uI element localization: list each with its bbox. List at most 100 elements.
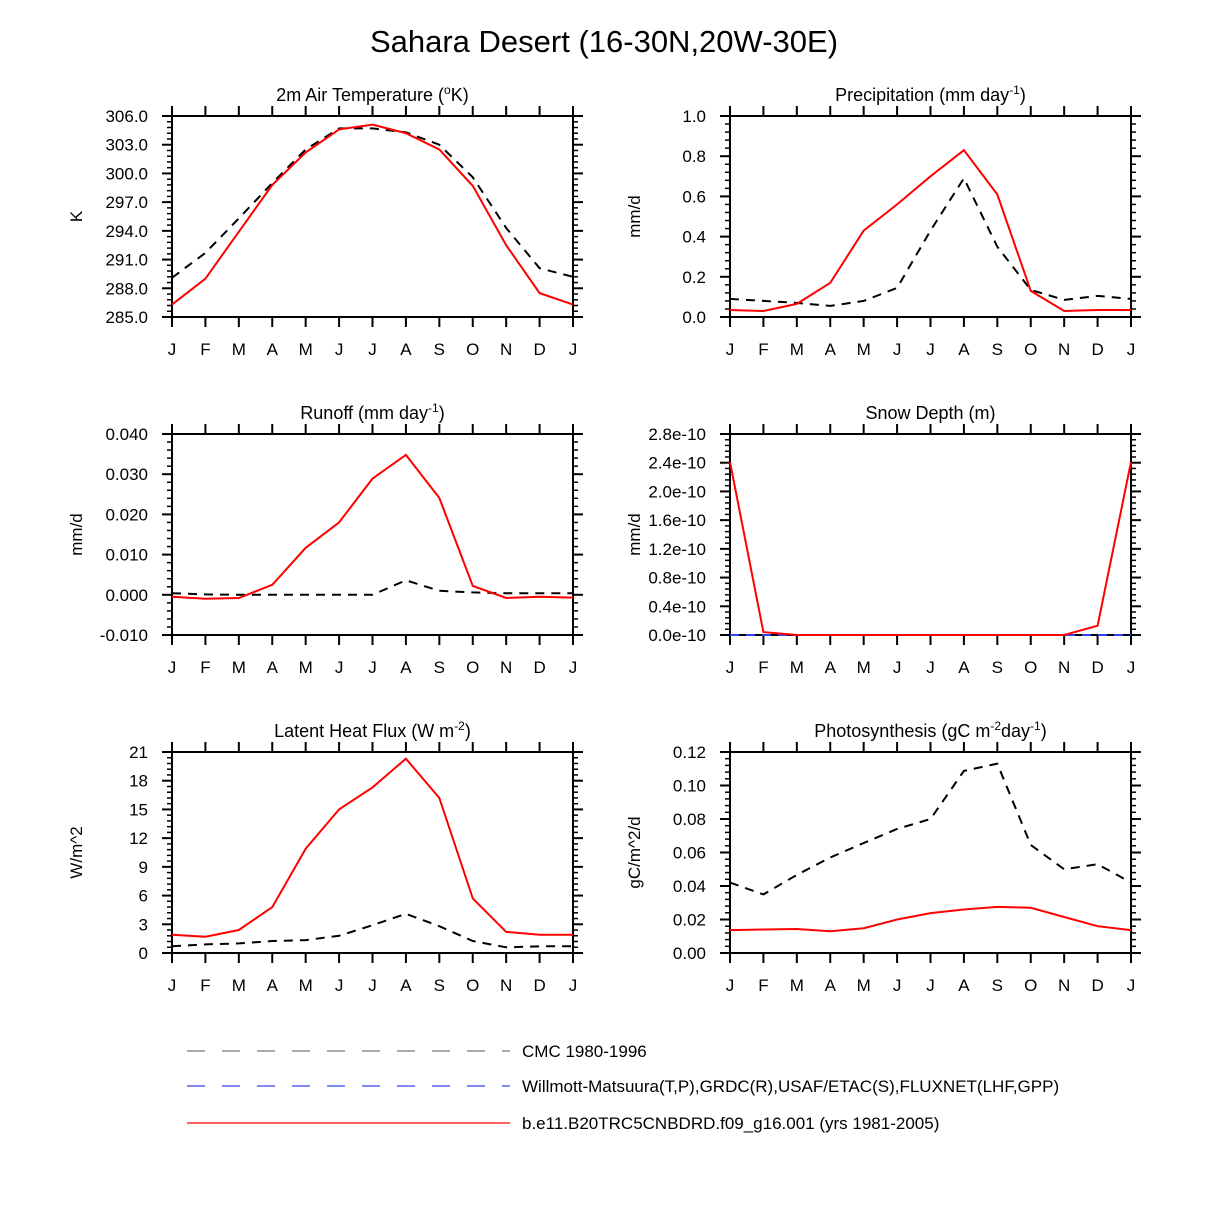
y-tick-label: 3 — [139, 915, 148, 934]
y-tick-label: 2.8e-10 — [648, 425, 706, 444]
y-tick-label: 18 — [129, 772, 148, 791]
y-tick-label: 0.00 — [673, 944, 706, 963]
x-tick-label: M — [299, 658, 313, 677]
y-tick-label: 1.0 — [682, 107, 706, 126]
x-tick-label: F — [200, 658, 210, 677]
x-tick-label: J — [893, 976, 902, 995]
x-tick-label: F — [200, 340, 210, 359]
y-tick-label: 9 — [139, 858, 148, 877]
title-segment: Photosynthesis (gC m — [814, 721, 990, 741]
y-tick-label: 2.0e-10 — [648, 482, 706, 501]
x-tick-label: M — [232, 976, 246, 995]
title-segment: ) — [465, 721, 471, 741]
x-tick-label: A — [958, 658, 970, 677]
y-tick-label: 0.020 — [105, 505, 148, 524]
plot-frame — [729, 433, 1132, 636]
x-tick-label: J — [335, 976, 344, 995]
panel-title: Precipitation (mm day-1) — [835, 83, 1026, 105]
y-tick-label: 15 — [129, 800, 148, 819]
y-tick-label: 0.040 — [105, 425, 148, 444]
x-tick-label: D — [533, 658, 545, 677]
y-tick-label: 1.2e-10 — [648, 540, 706, 559]
x-tick-label: M — [232, 340, 246, 359]
y-tick-label: 0.2 — [682, 268, 706, 287]
series-line-observed — [729, 762, 1132, 896]
title-segment: Runoff (mm day — [300, 403, 428, 423]
y-tick-label: 0.4 — [682, 228, 706, 247]
panel-title: Snow Depth (m) — [865, 403, 995, 423]
y-tick-label: 0.030 — [105, 465, 148, 484]
title-segment: 2m Air Temperature ( — [276, 85, 444, 105]
x-tick-label: O — [466, 976, 479, 995]
x-tick-label: O — [1024, 658, 1037, 677]
series-line-model — [171, 123, 574, 306]
x-tick-label: J — [926, 658, 935, 677]
title-segment: ) — [1041, 721, 1047, 741]
x-tick-label: J — [368, 340, 377, 359]
x-tick-label: J — [569, 658, 578, 677]
series-line-model — [729, 148, 1131, 313]
y-tick-label: 0.4e-10 — [648, 597, 706, 616]
x-tick-label: J — [168, 976, 177, 995]
x-tick-label: J — [926, 976, 935, 995]
x-tick-label: N — [1058, 976, 1070, 995]
y-tick-label: 306.0 — [105, 107, 148, 126]
panel-title: Runoff (mm day-1) — [300, 401, 444, 423]
chart-panel-1: 2m Air Temperature (oK) K J F M A M J J A S O N D J 285… — [67, 83, 583, 359]
title-segment: ) — [439, 403, 445, 423]
y-tick-label: 294.0 — [105, 222, 148, 241]
x-tick-label: M — [299, 340, 313, 359]
x-tick-label: A — [400, 658, 412, 677]
title-segment: Precipitation (mm day — [835, 85, 1009, 105]
title-segment: K) — [451, 85, 469, 105]
series-line-model — [171, 757, 573, 938]
x-tick-label: M — [299, 976, 313, 995]
x-tick-label: N — [500, 658, 512, 677]
x-tick-label: M — [790, 976, 804, 995]
x-tick-label: N — [1058, 658, 1070, 677]
x-tick-label: D — [533, 976, 545, 995]
x-tick-label: J — [335, 340, 344, 359]
x-tick-label: O — [466, 658, 479, 677]
series-line-model — [729, 905, 1132, 933]
x-tick-label: O — [1024, 976, 1037, 995]
y-tick-label: 291.0 — [105, 251, 148, 270]
x-tick-label: J — [368, 658, 377, 677]
y-tick-label: 0 — [139, 944, 148, 963]
x-tick-label: J — [893, 340, 902, 359]
x-tick-label: A — [267, 976, 279, 995]
y-tick-label: 0.06 — [673, 844, 706, 863]
legend-label: Willmott-Matsuura(T,P),GRDC(R),USAF/ETAC… — [522, 1077, 1059, 1096]
x-tick-label: M — [857, 658, 871, 677]
x-tick-label: J — [569, 340, 578, 359]
y-tick-label: 6 — [139, 887, 148, 906]
plot-frame — [171, 115, 574, 318]
series-line-model — [171, 453, 574, 600]
x-tick-label: J — [1127, 976, 1136, 995]
plot-frame — [171, 433, 574, 636]
x-tick-label: S — [434, 976, 445, 995]
series-line-observed — [171, 127, 574, 279]
x-tick-label: J — [335, 658, 344, 677]
x-tick-label: A — [400, 340, 412, 359]
x-tick-label: J — [1127, 658, 1136, 677]
y-tick-label: 288.0 — [105, 279, 148, 298]
y-tick-label: 0.02 — [673, 911, 706, 930]
y-tick-label: 0.12 — [673, 743, 706, 762]
panel-title: Photosynthesis (gC m-2day-1) — [814, 719, 1046, 741]
x-tick-label: N — [1058, 340, 1070, 359]
series-line-model — [729, 461, 1132, 636]
y-tick-label: 21 — [129, 743, 148, 762]
x-tick-label: A — [267, 340, 279, 359]
x-tick-label: F — [758, 976, 768, 995]
y-axis-label: W/m^2 — [67, 826, 86, 878]
x-tick-label: S — [434, 658, 445, 677]
y-axis-label: mm/d — [625, 513, 644, 556]
y-axis-label: mm/d — [625, 195, 644, 238]
x-tick-label: M — [232, 658, 246, 677]
x-tick-label: A — [825, 976, 837, 995]
x-tick-label: J — [726, 976, 735, 995]
title-segment: day — [1001, 721, 1030, 741]
x-tick-label: J — [726, 658, 735, 677]
